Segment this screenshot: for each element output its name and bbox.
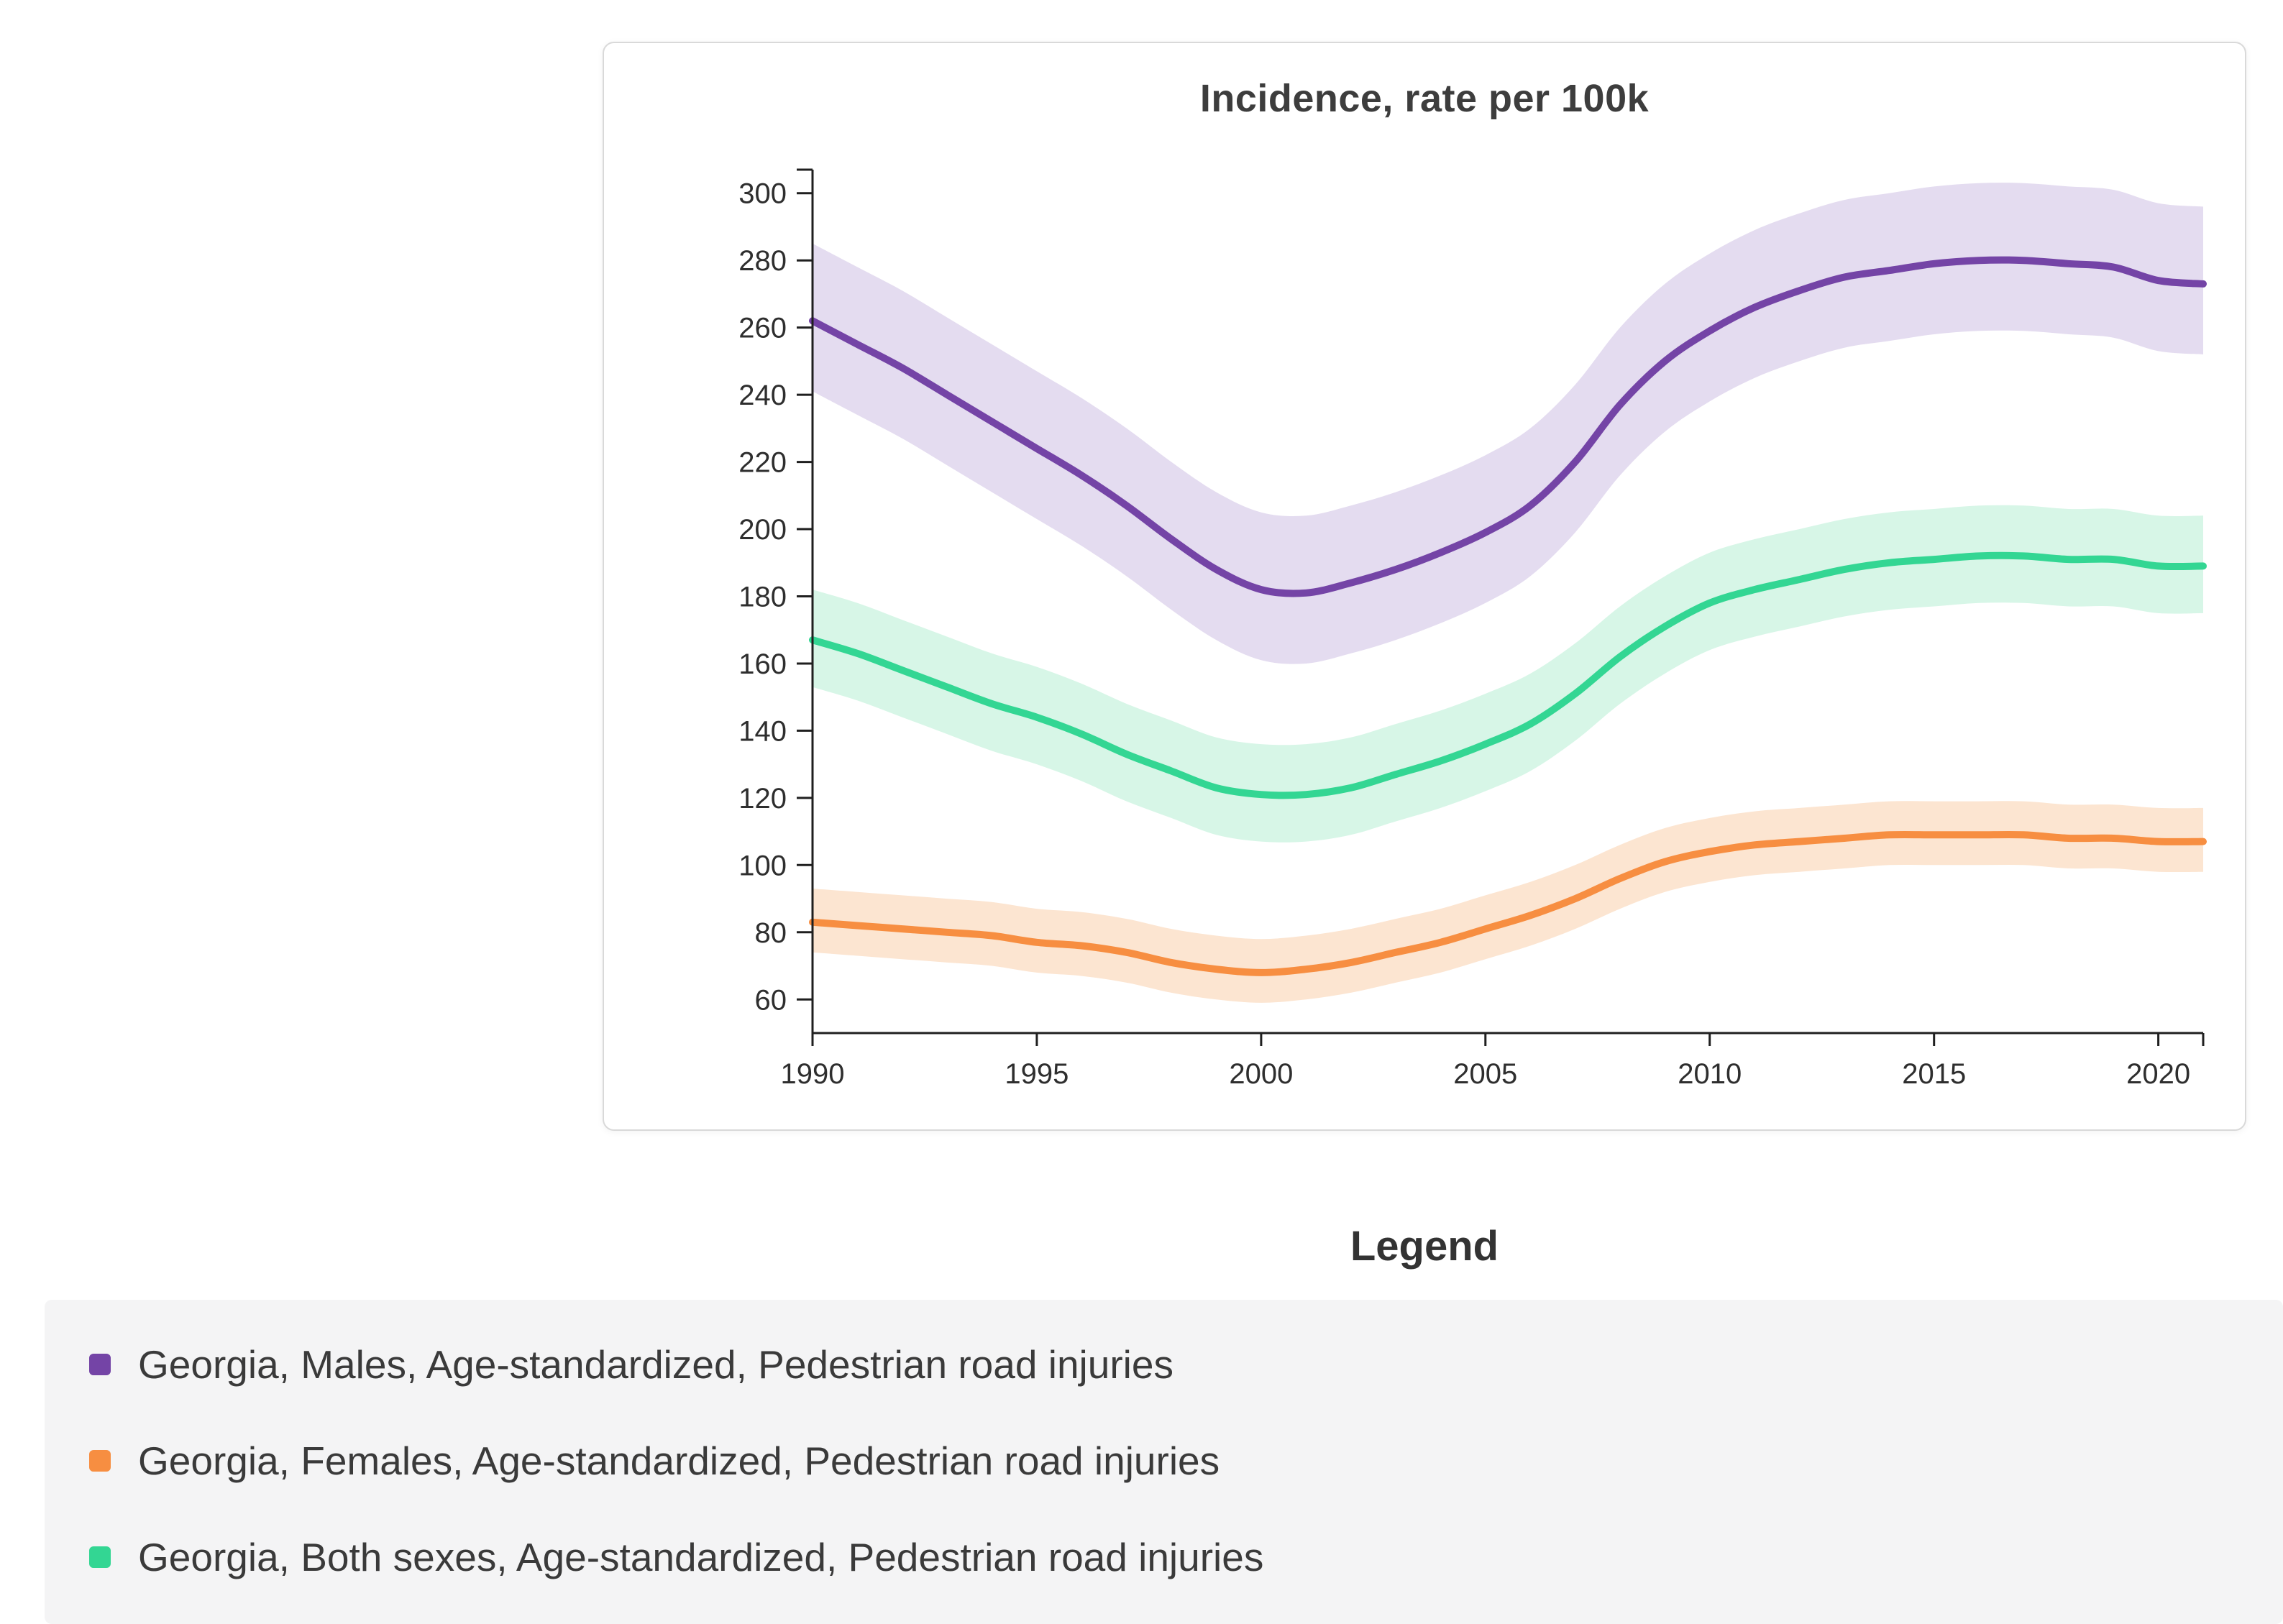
y-tick-label: 160: [738, 648, 787, 680]
series-line-both-sexes: [809, 551, 2207, 799]
legend-box: Georgia, Males, Age-standardized, Pedest…: [45, 1300, 2283, 1624]
legend-item-label: Georgia, Males, Age-standardized, Pedest…: [138, 1342, 1173, 1387]
legend-item: Georgia, Both sexes, Age-standardized, P…: [89, 1534, 2283, 1580]
legend-item: Georgia, Males, Age-standardized, Pedest…: [89, 1341, 2283, 1387]
series-line-males: [809, 256, 2207, 597]
chart-title: Incidence, rate per 100k: [1199, 77, 1650, 120]
x-tick-label: 2020: [2126, 1058, 2190, 1090]
x-tick-label: 2015: [1902, 1058, 1966, 1090]
incidence-line-chart: 60 80 100 120 140 160 180 200 220 240 260 280 300 199…: [738, 168, 2207, 1090]
y-tick-label: 140: [738, 715, 787, 747]
x-tick-label: 2010: [1678, 1058, 1742, 1090]
legend-item-label: Georgia, Both sexes, Age-standardized, P…: [138, 1535, 1264, 1579]
y-tick-label: 300: [738, 178, 787, 210]
series-line-females: [809, 830, 2207, 976]
y-tick-label: 220: [738, 447, 787, 479]
x-tick-label: 2000: [1229, 1058, 1293, 1090]
y-tick-label: 100: [738, 850, 787, 881]
x-tick-label: 2005: [1453, 1058, 1517, 1090]
y-tick-label: 60: [755, 984, 787, 1016]
series-band-both-sexes: [813, 505, 2203, 843]
y-tick-label: 280: [738, 245, 787, 277]
legend-item-label: Georgia, Females, Age-standardized, Pede…: [138, 1439, 1220, 1483]
legend-title: Legend: [1350, 1223, 1499, 1270]
legend-swatch: [89, 1546, 111, 1568]
legend-swatch: [89, 1354, 111, 1375]
y-tick-label: 180: [738, 582, 787, 613]
y-tick-label: 200: [738, 514, 787, 546]
y-tick-label: 260: [738, 313, 787, 344]
chart-card: Incidence, rate per 100k 60 80 100 120 140 16…: [603, 42, 2246, 1131]
y-tick-label: 80: [755, 917, 787, 949]
x-tick-label: 1995: [1005, 1058, 1069, 1090]
x-tick-label: 1990: [781, 1058, 845, 1090]
y-tick-label: 240: [738, 380, 787, 411]
legend-item: Georgia, Females, Age-standardized, Pede…: [89, 1438, 2283, 1484]
legend-swatch: [89, 1450, 111, 1472]
series-band-females: [813, 801, 2203, 1003]
y-tick-label: 120: [738, 783, 787, 815]
series-band-males: [813, 183, 2203, 664]
